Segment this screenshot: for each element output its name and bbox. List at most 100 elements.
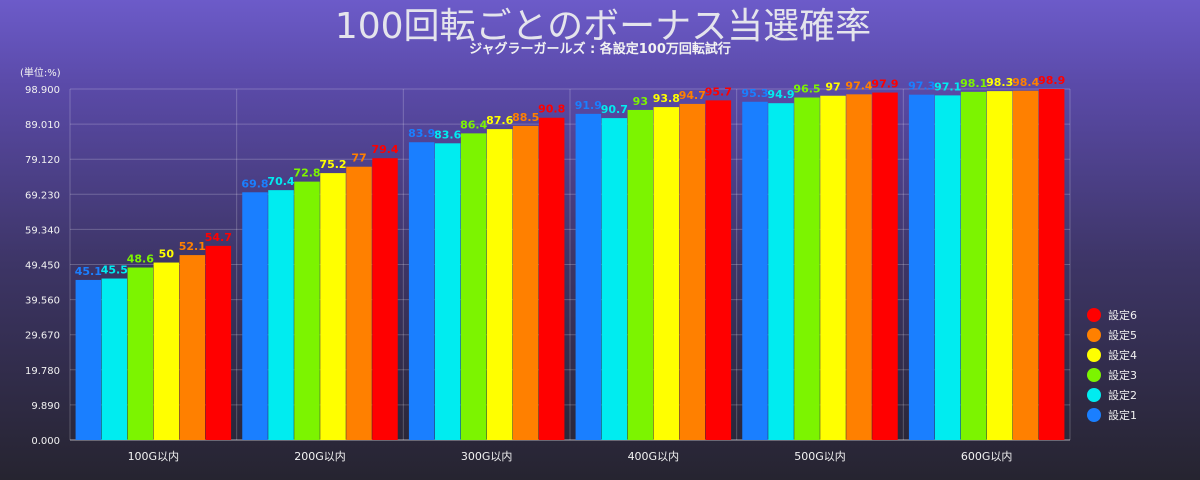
data-label: 98.9 [1038,74,1065,87]
legend-label: 設定6 [1108,308,1137,322]
bar [1038,89,1065,440]
bar [486,129,513,441]
data-label: 72.8 [293,167,320,180]
data-label: 69.8 [241,177,268,190]
data-labels: 45.145.548.6 50 52.154.7 69.870.472.875.2 77… [75,74,1065,278]
y-tick-label: 29.670 [25,331,60,342]
data-label: 79.4 [371,143,398,156]
data-label: 96.5 [793,83,820,96]
bar [653,107,680,440]
y-tick-label: 9.890 [31,401,60,412]
bar [101,278,128,440]
y-tick-label: 19.780 [25,366,60,377]
bar [908,94,935,440]
x-tick-label: 500G以内 [794,449,846,463]
y-tick-label: 79.120 [25,155,60,166]
data-label: 48.6 [127,253,154,266]
data-label: 95.7 [705,85,732,98]
bar [294,181,320,440]
bar [205,245,232,440]
bar [179,255,206,440]
legend-marker [1087,388,1101,402]
data-label: 87.6 [486,114,513,127]
data-label: 86.4 [460,118,487,131]
data-label: 98.1 [960,77,987,90]
legend: 設定6 設定5 設定4 設定3 設定2 設定1 [1087,308,1137,422]
data-label: 75.2 [319,158,346,171]
bar [960,91,987,440]
data-label: 45.1 [75,265,102,278]
x-axis-ticks: 100G以内 200G以内 300G以内 400G以内 500G以内 600G以内 [128,449,1013,463]
y-axis-unit-label: (単位:%) [20,66,61,79]
data-label: 90.8 [538,103,565,116]
data-label: 94.7 [679,89,706,102]
bar [242,192,268,440]
bar [1012,90,1039,440]
bar [705,100,732,440]
bar [627,109,654,440]
bar [75,279,102,440]
data-label: 95.3 [741,87,768,100]
legend-marker [1087,348,1101,362]
y-tick-label: 39.560 [25,296,60,307]
bar [768,103,794,440]
bar [372,158,398,440]
bar [575,113,602,441]
y-tick-label: 59.340 [25,225,60,236]
y-tick-label: 0.000 [31,436,60,447]
data-label: 45.5 [101,264,128,277]
data-label: 70.4 [267,175,294,188]
data-label: 83.6 [434,128,461,141]
x-tick-label: 400G以内 [628,449,680,463]
legend-marker [1087,408,1101,422]
bar [460,133,487,441]
legend-label: 設定5 [1108,328,1137,342]
bar [153,262,180,440]
bar [679,103,706,440]
legend-marker [1087,308,1101,322]
chart-title: 100回転ごとのボーナス当選確率 [335,6,871,47]
legend-label: 設定2 [1108,388,1137,402]
y-tick-label: 89.010 [25,120,60,131]
y-tick-label: 98.900 [25,85,60,96]
legend-marker [1087,328,1101,342]
data-label: 97.1 [934,80,961,93]
bar [986,91,1013,440]
bar [268,190,294,440]
y-axis-ticks: 0.000 9.890 19.780 29.670 39.560 49.450 59.340… [25,85,60,447]
data-label: 54.7 [205,231,232,244]
bar [127,267,154,440]
data-label: 90.7 [601,103,628,116]
x-tick-label: 600G以内 [961,449,1013,463]
bar [538,117,565,440]
data-label: 91.9 [575,99,602,112]
data-label: 94.9 [767,88,794,101]
bars [75,89,1065,441]
bar [742,101,768,440]
data-label: 98.4 [1012,76,1039,89]
legend-label: 設定4 [1108,348,1137,362]
bar [846,94,872,441]
data-label: 97.4 [845,79,872,92]
bar [320,173,346,440]
x-tick-label: 300G以内 [461,449,513,463]
legend-marker [1087,368,1101,382]
data-label: 93 [633,95,648,108]
data-label: 97.9 [871,78,898,91]
data-label: 50 [159,248,175,261]
bar [346,166,372,440]
data-label: 52.1 [179,240,206,253]
y-tick-label: 49.450 [25,261,60,272]
bar [794,97,820,440]
data-label: 98.3 [986,76,1013,89]
legend-label: 設定3 [1108,368,1137,382]
x-tick-label: 200G以内 [294,449,346,463]
bar [934,95,961,440]
bar [872,92,898,440]
data-label: 88.5 [512,111,539,124]
data-label: 77 [351,152,366,165]
data-label: 97 [825,81,840,94]
data-label: 93.8 [653,92,680,105]
chart-subtitle: ジャグラーガールズ : 各設定100万回転試行 [469,41,731,57]
bar [434,143,461,441]
